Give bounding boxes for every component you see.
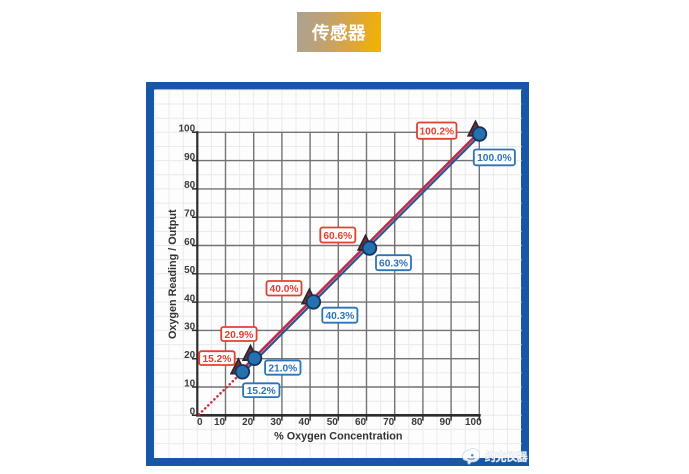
svg-text:10: 10 (184, 378, 196, 389)
svg-text:0: 0 (190, 407, 196, 418)
svg-text:60.6%: 60.6% (323, 231, 352, 242)
svg-text:15.2%: 15.2% (247, 386, 276, 397)
svg-text:40: 40 (184, 293, 196, 304)
svg-text:10: 10 (214, 417, 226, 428)
svg-text:20: 20 (242, 417, 254, 428)
svg-text:30: 30 (184, 322, 196, 333)
svg-text:约克仪器: 约克仪器 (485, 449, 528, 463)
svg-text:80: 80 (184, 180, 196, 191)
svg-text:50: 50 (327, 417, 339, 428)
svg-text:40: 40 (299, 417, 311, 428)
svg-text:0: 0 (197, 417, 203, 428)
svg-text:15.2%: 15.2% (202, 354, 231, 365)
svg-text:60: 60 (184, 237, 196, 248)
svg-text:50: 50 (184, 265, 196, 276)
svg-text:% Oxygen Concentration: % Oxygen Concentration (274, 431, 402, 443)
svg-text:90: 90 (440, 417, 452, 428)
svg-text:40.3%: 40.3% (325, 311, 354, 322)
svg-text:20: 20 (184, 350, 196, 361)
svg-text:60: 60 (355, 417, 367, 428)
svg-text:90: 90 (184, 152, 196, 163)
svg-text:100: 100 (179, 124, 196, 135)
svg-text:30: 30 (270, 417, 282, 428)
svg-text:100: 100 (465, 417, 482, 428)
svg-text:60.3%: 60.3% (379, 259, 408, 270)
svg-text:Oxygen Reading / Output: Oxygen Reading / Output (167, 209, 179, 339)
svg-text:20.9%: 20.9% (224, 330, 253, 341)
svg-text:21.0%: 21.0% (268, 363, 297, 374)
svg-text:70: 70 (184, 209, 196, 220)
svg-text:70: 70 (383, 417, 395, 428)
svg-text:100.2%: 100.2% (420, 127, 455, 138)
svg-text:40.0%: 40.0% (270, 284, 299, 295)
svg-text:80: 80 (411, 417, 423, 428)
svg-text:100.0%: 100.0% (477, 153, 512, 164)
